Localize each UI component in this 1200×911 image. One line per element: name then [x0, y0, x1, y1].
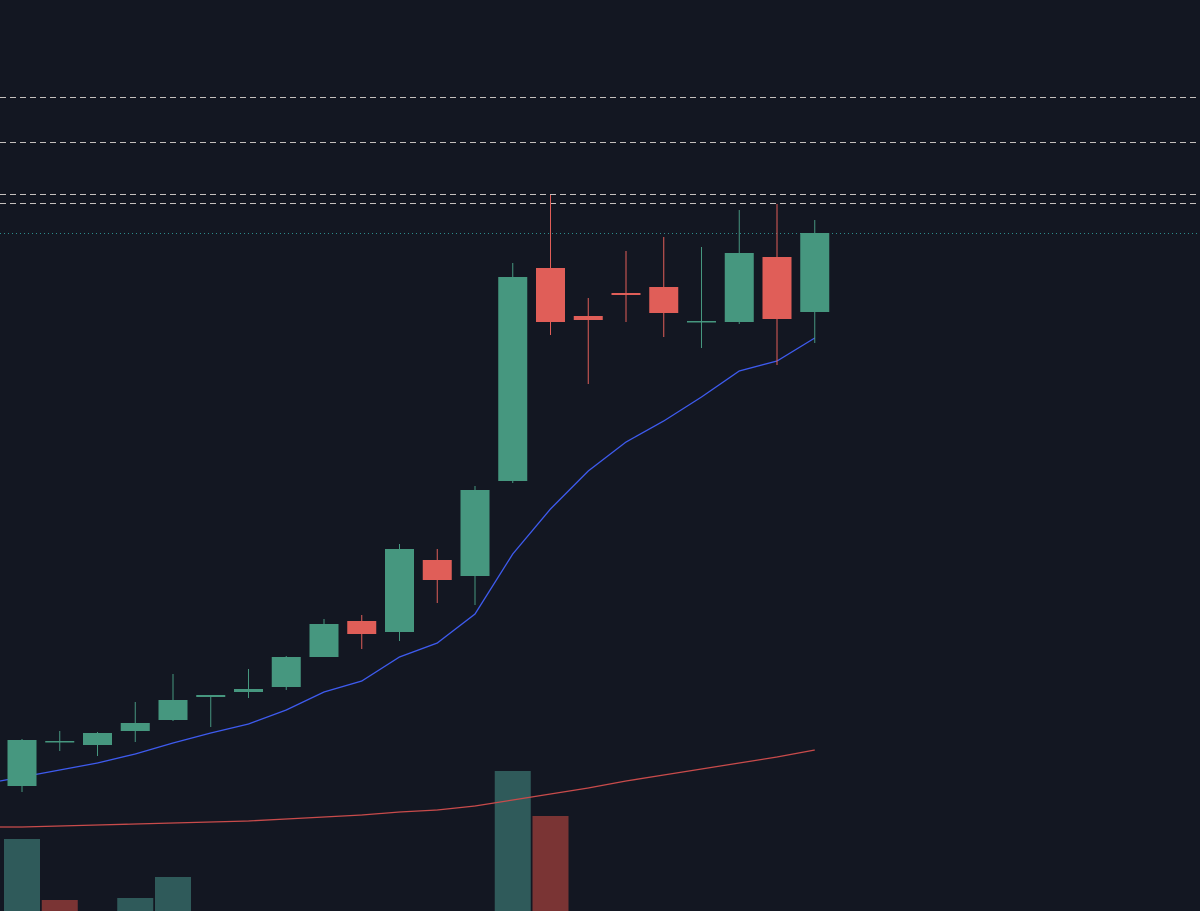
candle-body-down	[649, 287, 679, 313]
volume-bar	[494, 771, 531, 911]
volume-bar	[117, 898, 154, 911]
volume-series	[4, 771, 569, 911]
candle-body-up	[234, 689, 263, 692]
candle-body-up	[687, 321, 716, 323]
candle-body-down	[611, 293, 641, 295]
candle-body-up	[158, 700, 188, 720]
candle-body-up	[271, 657, 301, 687]
candle-body-up	[460, 490, 490, 576]
candle-body-up	[800, 233, 830, 312]
candle-body-up	[7, 740, 37, 786]
candle-body-up	[309, 624, 339, 657]
candle-body-down	[762, 257, 792, 319]
candle-body-down	[422, 560, 452, 580]
candle-body-down	[573, 316, 603, 320]
moving-average-fast-line	[0, 337, 816, 782]
volume-bar	[4, 839, 40, 911]
candle-body-up	[120, 723, 150, 731]
volume-bar	[155, 877, 191, 911]
volume-bar	[532, 816, 569, 911]
candle-body-down	[536, 268, 565, 322]
moving-average-slow-line	[0, 749, 815, 828]
candle-body-up	[385, 549, 414, 632]
candle-body-up	[45, 741, 75, 743]
candle-body-up	[724, 253, 754, 322]
volume-bar	[41, 900, 78, 911]
candle-body-up	[196, 695, 226, 697]
candle-body-up	[83, 733, 112, 745]
candle-body-up	[498, 277, 528, 481]
candle-body-down	[347, 621, 377, 634]
